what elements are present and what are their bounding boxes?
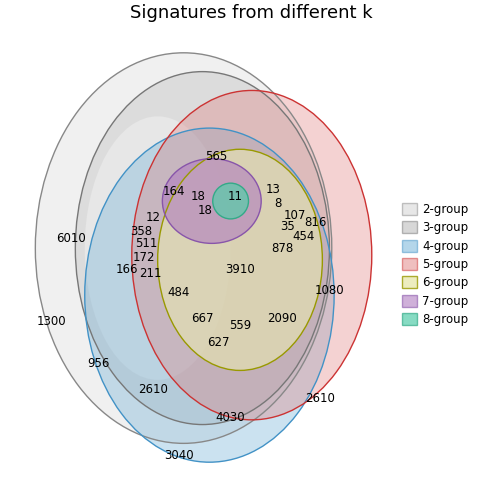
Text: 1300: 1300 [37, 314, 67, 328]
Text: 3040: 3040 [164, 449, 194, 462]
Text: 12: 12 [146, 211, 160, 224]
Ellipse shape [162, 159, 261, 243]
Text: 6010: 6010 [56, 232, 86, 245]
Text: 816: 816 [304, 216, 327, 229]
Text: 107: 107 [284, 209, 306, 222]
Ellipse shape [132, 90, 372, 420]
Legend: 2-group, 3-group, 4-group, 5-group, 6-group, 7-group, 8-group: 2-group, 3-group, 4-group, 5-group, 6-gr… [399, 200, 472, 330]
Text: 8: 8 [274, 197, 281, 210]
Text: 2610: 2610 [138, 383, 168, 396]
Text: 2610: 2610 [305, 392, 335, 405]
Ellipse shape [213, 183, 248, 219]
Text: 35: 35 [280, 220, 294, 233]
Text: 627: 627 [208, 336, 230, 349]
Text: 559: 559 [229, 319, 251, 332]
Text: 956: 956 [88, 357, 110, 370]
Text: 13: 13 [266, 183, 280, 196]
Text: 11: 11 [228, 190, 243, 203]
Text: 454: 454 [292, 230, 314, 243]
Ellipse shape [158, 149, 323, 370]
Ellipse shape [85, 116, 231, 380]
Text: 18: 18 [197, 204, 212, 217]
Text: 358: 358 [130, 225, 152, 238]
Title: Signatures from different k: Signatures from different k [131, 4, 373, 22]
Text: 878: 878 [271, 241, 293, 255]
Ellipse shape [75, 72, 330, 424]
Text: 172: 172 [133, 251, 155, 264]
Ellipse shape [85, 128, 334, 462]
Text: 511: 511 [135, 237, 157, 250]
Text: 667: 667 [191, 312, 214, 325]
Text: 1080: 1080 [314, 284, 344, 297]
Text: 2090: 2090 [268, 312, 297, 325]
Text: 565: 565 [205, 150, 228, 163]
Text: 4030: 4030 [216, 411, 245, 424]
Text: 166: 166 [116, 263, 138, 276]
Text: 3910: 3910 [225, 263, 255, 276]
Text: 484: 484 [168, 286, 190, 299]
Text: 211: 211 [140, 268, 162, 280]
Text: 164: 164 [163, 185, 185, 198]
Text: 18: 18 [190, 190, 205, 203]
Ellipse shape [35, 53, 332, 444]
